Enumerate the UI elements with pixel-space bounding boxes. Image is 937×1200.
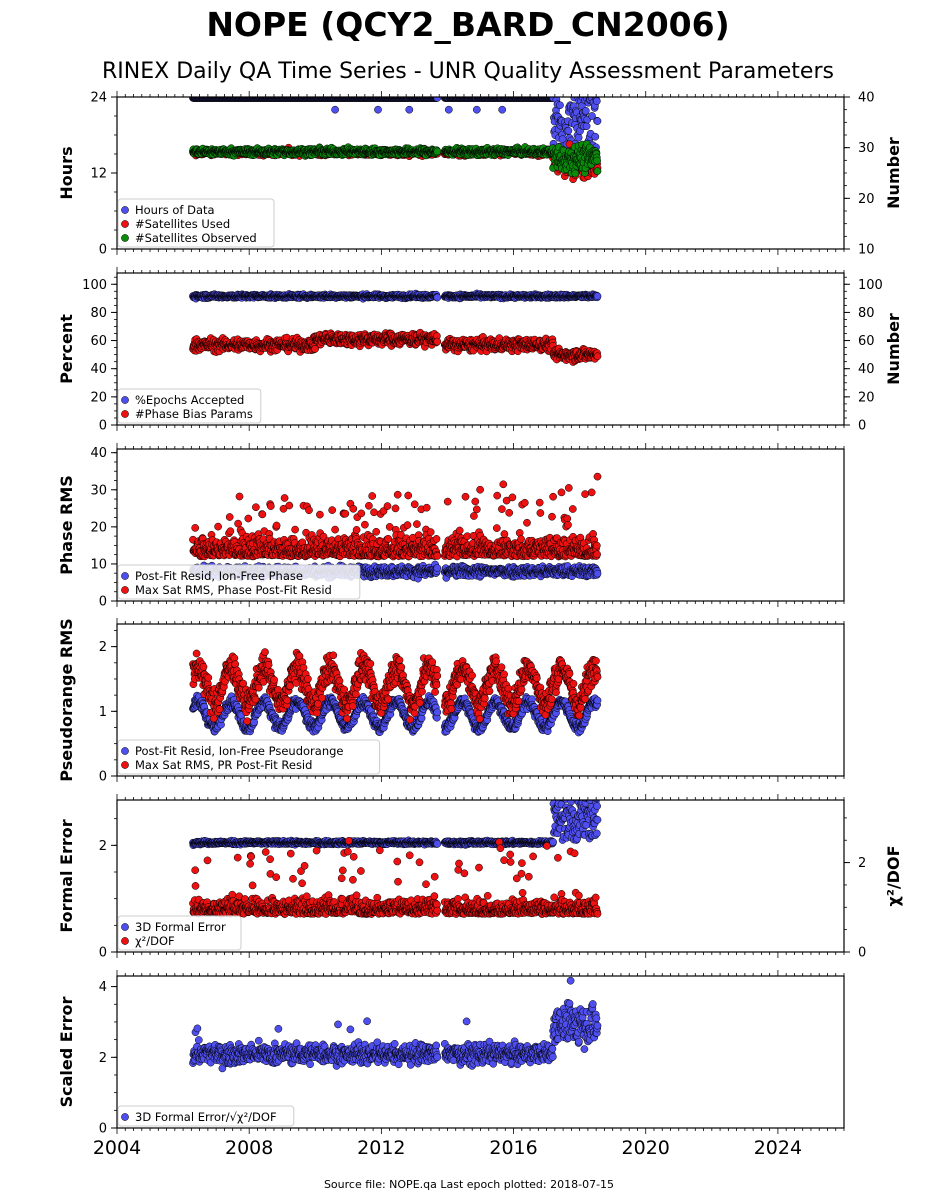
data-point (574, 133, 583, 142)
data-point (593, 292, 602, 301)
figure-title: NOPE (QCY2_BARD_CN2006) (206, 5, 729, 44)
y-right-tick-label: 30 (858, 141, 875, 156)
data-point (433, 147, 442, 156)
figure-subtitle: RINEX Daily QA Time Series - UNR Quality… (102, 59, 834, 84)
data-point (331, 105, 339, 114)
y-axis-label: Hours (57, 146, 76, 199)
data-point (564, 126, 573, 135)
data-point (556, 101, 564, 110)
series-epochs (189, 289, 602, 303)
data-point (498, 105, 507, 114)
data-point (581, 106, 590, 115)
y-tick-label: 12 (90, 167, 107, 182)
legend-label: #Satellites Used (135, 217, 230, 231)
legend-label: #Satellites Observed (135, 231, 257, 245)
data-point (588, 112, 596, 120)
data-point (374, 105, 382, 114)
data-point (582, 122, 591, 131)
data-point (593, 156, 601, 165)
data-point (593, 167, 602, 175)
data-points (189, 97, 602, 184)
y-tick-label: 0 (99, 243, 107, 258)
y-tick-label: 24 (90, 91, 107, 106)
data-point (591, 132, 600, 141)
legend-marker (121, 206, 129, 214)
panel-percent: 020406080100020406080100NumberPercent%Ep… (57, 267, 903, 434)
data-point (433, 293, 442, 302)
legend-label: Hours of Data (135, 203, 215, 217)
data-point (593, 117, 602, 125)
data-point (571, 169, 580, 178)
data-points (189, 289, 602, 366)
data-point (472, 105, 481, 114)
data-point (405, 105, 414, 114)
y-axis-label-right: Number (884, 137, 903, 209)
y-right-tick-label: 10 (858, 243, 875, 258)
legend-marker (121, 220, 129, 228)
y-right-tick-label: 20 (858, 192, 875, 207)
series-bias (189, 328, 602, 366)
legend-marker (121, 234, 129, 242)
legend: Hours of Data#Satellites Used#Satellites… (117, 198, 275, 248)
data-point (433, 97, 442, 102)
y-right-tick-label: 40 (858, 91, 875, 106)
data-point (592, 97, 601, 105)
data-point (444, 105, 453, 114)
